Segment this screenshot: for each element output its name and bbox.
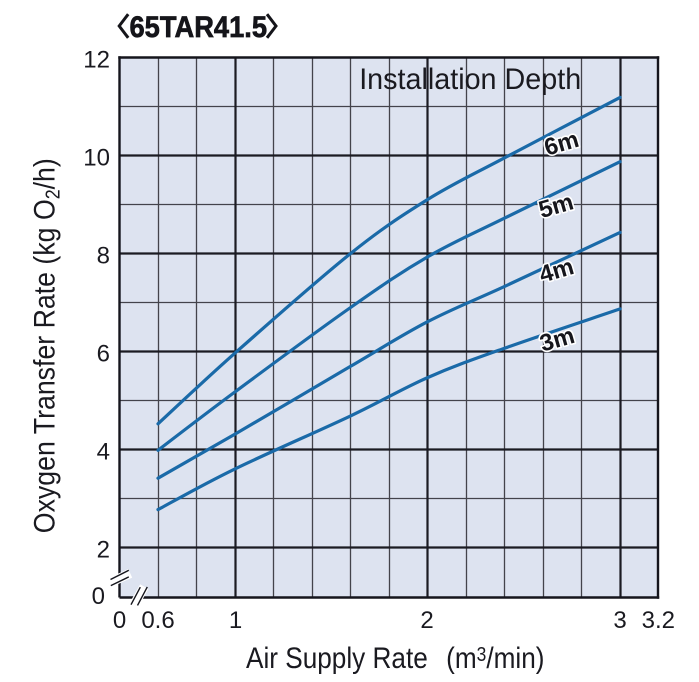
svg-text:6: 6: [97, 340, 110, 367]
svg-text:4: 4: [97, 438, 110, 465]
svg-text:0: 0: [113, 607, 126, 634]
svg-text:2: 2: [420, 607, 433, 634]
svg-text:3.2: 3.2: [642, 607, 675, 634]
svg-text:1: 1: [229, 607, 242, 634]
svg-text:0: 0: [92, 583, 105, 610]
svg-text:3: 3: [613, 607, 626, 634]
svg-text:0.6: 0.6: [141, 607, 174, 634]
svg-text:8: 8: [97, 242, 110, 269]
svg-text:Air Supply Rate (m3/min): Air Supply Rate (m3/min): [246, 642, 545, 675]
svg-text:12: 12: [83, 46, 110, 73]
svg-text:Oxygen Transfer Rate (kg O2/h): Oxygen Transfer Rate (kg O2/h): [29, 158, 65, 533]
svg-text:Installation Depth: Installation Depth: [359, 63, 581, 96]
svg-text:10: 10: [83, 144, 110, 171]
svg-text:65TAR41.5: 65TAR41.5: [130, 11, 268, 44]
svg-text:2: 2: [97, 536, 110, 563]
